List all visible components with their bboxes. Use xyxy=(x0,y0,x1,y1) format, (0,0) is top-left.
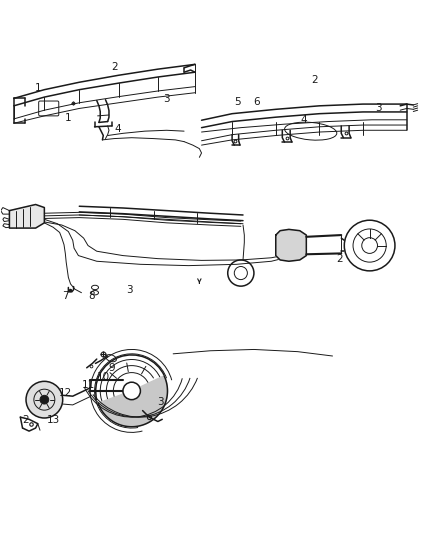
Polygon shape xyxy=(10,205,44,228)
Text: 2: 2 xyxy=(312,75,318,85)
Text: 3: 3 xyxy=(126,285,133,295)
Text: 7: 7 xyxy=(62,291,69,301)
Text: 12: 12 xyxy=(59,388,72,398)
Text: 2: 2 xyxy=(336,254,343,264)
Polygon shape xyxy=(98,376,167,427)
Text: 10: 10 xyxy=(97,372,110,382)
Circle shape xyxy=(40,395,49,404)
Polygon shape xyxy=(276,229,306,261)
Text: 2: 2 xyxy=(23,415,29,425)
Text: 4: 4 xyxy=(114,124,121,134)
Text: 4: 4 xyxy=(301,115,307,125)
Text: 2: 2 xyxy=(111,62,117,72)
Circle shape xyxy=(26,381,63,418)
Text: 9: 9 xyxy=(109,363,115,373)
Text: 1: 1 xyxy=(65,113,72,123)
Text: 3: 3 xyxy=(163,94,170,104)
Text: 3: 3 xyxy=(157,397,163,407)
Text: 13: 13 xyxy=(46,415,60,425)
Text: 5: 5 xyxy=(234,97,241,107)
Text: 1: 1 xyxy=(35,83,41,93)
Text: 6: 6 xyxy=(253,97,259,107)
Text: 3: 3 xyxy=(375,103,381,114)
Text: 11: 11 xyxy=(81,380,95,390)
Text: 8: 8 xyxy=(88,291,95,301)
Circle shape xyxy=(123,382,141,400)
